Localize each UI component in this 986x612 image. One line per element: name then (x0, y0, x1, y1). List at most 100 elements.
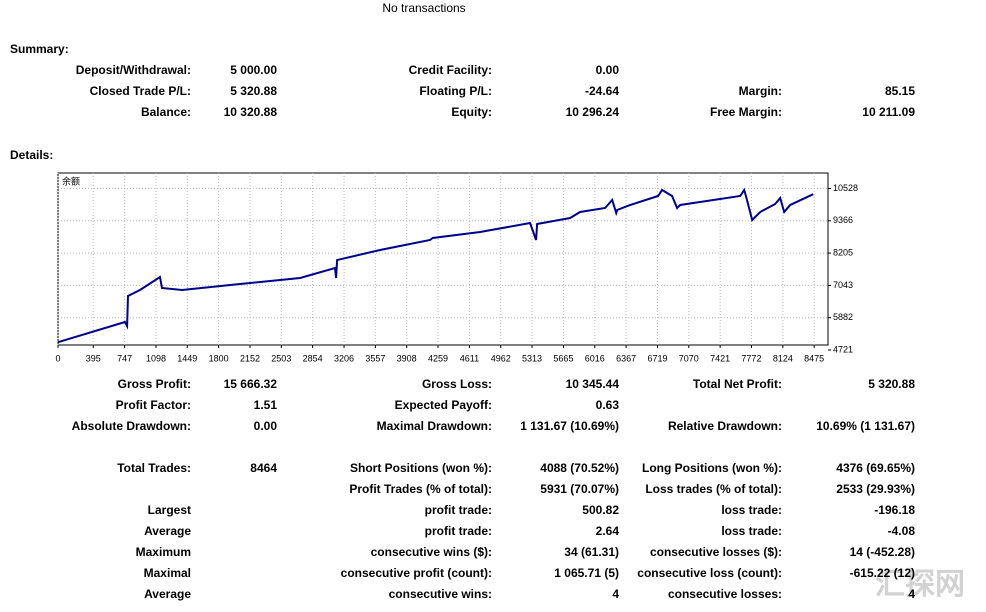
field-value: 2533 (29.93%) (836, 482, 915, 496)
field-label: consecutive wins: (389, 587, 492, 601)
field-value: 0.63 (596, 398, 620, 412)
field-value: 10 345.44 (566, 377, 620, 391)
field-value: 4 (908, 587, 915, 601)
field-label: loss trade: (721, 524, 782, 538)
field-value: 14 (-452.28) (850, 545, 915, 559)
field-value: 500.82 (582, 503, 619, 517)
field-value: 10.69% (1 131.67) (816, 419, 915, 433)
field-value: 4 (612, 587, 619, 601)
x-tick-label: 747 (117, 353, 132, 363)
y-tick-label: 4721 (833, 344, 853, 354)
field-label: Loss trades (% of total): (645, 482, 782, 496)
field-value: 1.51 (254, 398, 278, 412)
x-tick-label: 1800 (209, 353, 229, 363)
field-label: consecutive losses: (668, 587, 782, 601)
chart-frame (57, 172, 829, 346)
field-label: Total Net Profit: (693, 377, 782, 391)
x-tick-label: 7772 (741, 353, 761, 363)
y-tick-label: 10528 (833, 183, 858, 193)
x-tick-label: 6016 (585, 353, 605, 363)
field-label: Long Positions (won %): (642, 461, 782, 475)
balance-line (57, 187, 814, 344)
chart-label: 余额 (62, 175, 80, 186)
report-title: No transactions (382, 1, 465, 15)
watermark: 汇探网 (875, 568, 965, 601)
field-value: 10 211.09 (862, 105, 915, 119)
x-tick-label: 3557 (365, 353, 385, 363)
field-label: Largest (148, 503, 191, 517)
y-tick-label: 9366 (833, 215, 853, 225)
field-value: 5 320.88 (868, 377, 915, 391)
field-label: Average (144, 587, 191, 601)
field-value: 1 131.67 (10.69%) (520, 419, 619, 433)
x-tick-label: 3206 (334, 353, 354, 363)
field-value: 5 320.88 (230, 84, 277, 98)
x-tick-label: 2152 (240, 353, 260, 363)
field-value: 15 666.32 (224, 377, 278, 391)
field-value: -196.18 (874, 503, 915, 517)
field-label: Expected Payoff: (395, 398, 492, 412)
field-label: Profit Factor: (116, 398, 191, 412)
field-value: 1 065.71 (5) (554, 566, 619, 580)
field-value: 8464 (250, 461, 277, 475)
field-value: 10 320.88 (224, 105, 278, 119)
field-value: 4376 (69.65%) (836, 461, 915, 475)
field-value: 10 296.24 (566, 105, 620, 119)
x-tick-label: 0 (55, 353, 60, 363)
field-value: 85.15 (885, 84, 915, 98)
details-title: Details: (10, 148, 53, 162)
x-tick-label: 4611 (460, 353, 479, 363)
field-value: 5 000.00 (230, 63, 277, 77)
x-tick-label: 2854 (303, 353, 323, 363)
field-label: profit trade: (425, 524, 492, 538)
field-label: consecutive loss (count): (637, 566, 782, 580)
field-value: 0.00 (596, 63, 620, 77)
summary-title: Summary: (10, 42, 69, 56)
field-label: consecutive wins ($): (371, 545, 492, 559)
field-label: Free Margin: (710, 105, 782, 119)
field-label: Credit Facility: (409, 63, 492, 77)
field-value: 5931 (70.07%) (540, 482, 619, 496)
field-label: Maximum (136, 545, 191, 559)
field-value: -615.22 (12) (850, 566, 915, 580)
field-label: consecutive profit (count): (341, 566, 492, 580)
field-label: Deposit/Withdrawal: (76, 63, 191, 77)
field-label: Average (144, 524, 191, 538)
field-value: 34 (61.31) (564, 545, 619, 559)
field-label: consecutive losses ($): (650, 545, 782, 559)
field-label: profit trade: (425, 503, 492, 517)
x-tick-label: 7070 (679, 353, 699, 363)
y-tick-label: 8205 (833, 247, 853, 257)
field-label: Gross Loss: (422, 377, 492, 391)
field-label: Profit Trades (% of total): (349, 482, 492, 496)
field-value: 2.64 (596, 524, 620, 538)
field-label: Floating P/L: (419, 84, 492, 98)
field-label: Total Trades: (117, 461, 191, 475)
field-label: Relative Drawdown: (668, 419, 782, 433)
field-label: Balance: (141, 105, 191, 119)
field-label: Equity: (451, 105, 492, 119)
x-tick-label: 6719 (647, 353, 667, 363)
field-value: -24.64 (585, 84, 619, 98)
field-value: -4.08 (888, 524, 916, 538)
field-label: Short Positions (won %): (350, 461, 492, 475)
x-tick-label: 4259 (428, 353, 448, 363)
x-tick-label: 8124 (773, 353, 793, 363)
field-label: Margin: (739, 84, 782, 98)
field-value: 4088 (70.52%) (540, 461, 619, 475)
field-label: Maximal Drawdown: (377, 419, 492, 433)
x-tick-label: 3908 (397, 353, 417, 363)
x-tick-label: 7421 (710, 353, 730, 363)
x-tick-label: 5665 (553, 353, 573, 363)
x-tick-label: 6367 (616, 353, 636, 363)
field-label: Closed Trade P/L: (90, 84, 191, 98)
x-tick-label: 8475 (804, 353, 824, 363)
field-label: Gross Profit: (118, 377, 191, 391)
x-tick-label: 1449 (177, 353, 197, 363)
x-tick-label: 395 (86, 353, 101, 363)
y-tick-label: 7043 (833, 280, 853, 290)
y-tick-label: 5882 (833, 312, 853, 322)
field-label: Absolute Drawdown: (72, 419, 191, 433)
x-tick-label: 2503 (271, 353, 291, 363)
